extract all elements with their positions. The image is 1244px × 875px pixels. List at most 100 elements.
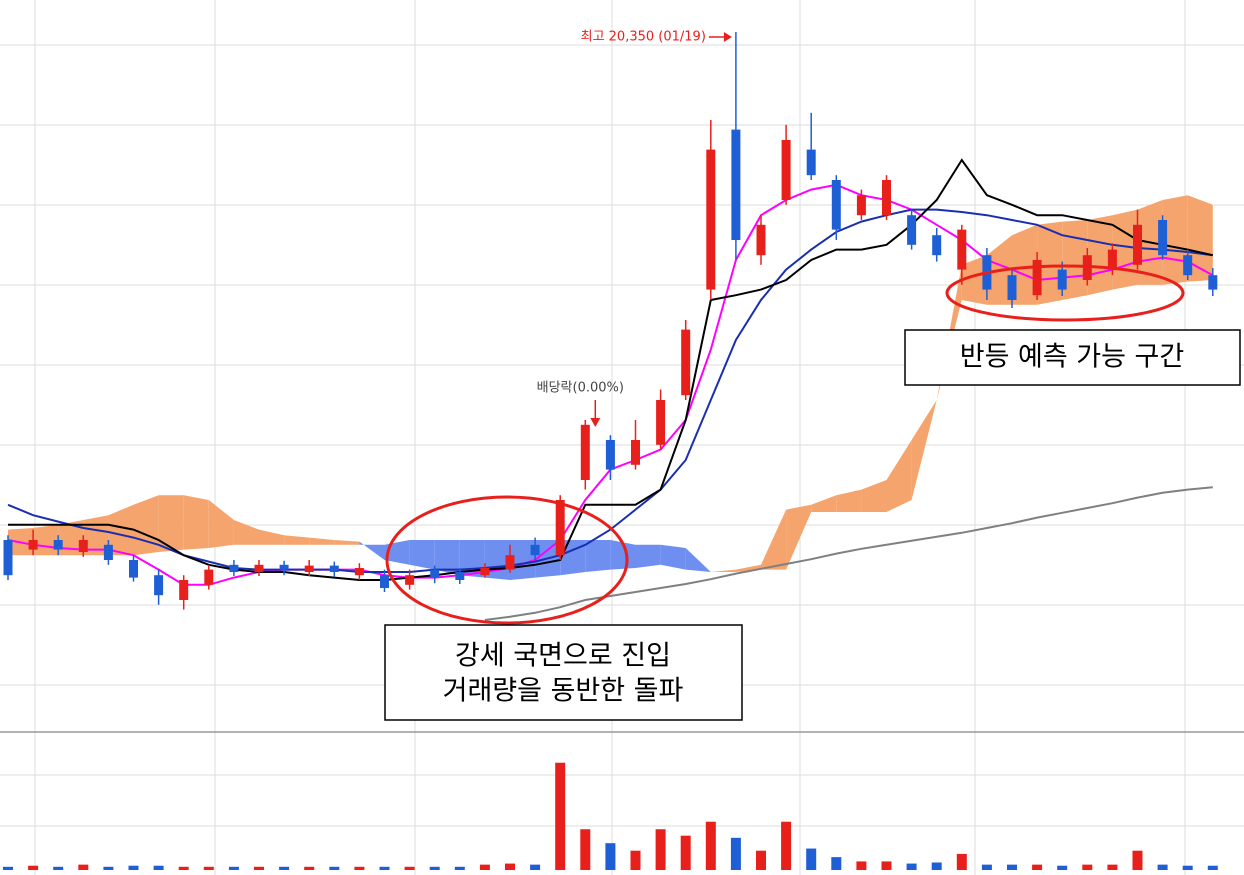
volume-bar (203, 866, 214, 870)
volume-bar (153, 865, 164, 870)
cloud-segment (284, 535, 310, 545)
candle-body (756, 224, 766, 256)
candle-body (530, 544, 540, 556)
callout-text: 강세 국면으로 진입 (455, 641, 671, 672)
volume-bar (655, 829, 666, 870)
volume-bar (354, 866, 365, 870)
volume-bar (881, 861, 892, 870)
candle-body (129, 560, 138, 578)
volume-bar (605, 843, 616, 870)
cloud-segment (560, 540, 586, 576)
candle-body (806, 149, 816, 176)
cloud-segment (233, 520, 259, 545)
cloud-segment (961, 255, 987, 305)
cloud-segment (1087, 215, 1113, 296)
volume-bar (505, 863, 515, 870)
candle-body (856, 195, 866, 216)
cloud-segment (635, 544, 661, 568)
candle-body (3, 540, 13, 576)
cloud-segment (1062, 220, 1088, 300)
cloud-segment (309, 537, 335, 545)
cloud-segment (183, 495, 209, 550)
cloud-segment (911, 400, 937, 500)
highlight-ellipse (385, 495, 629, 625)
candle-body (254, 564, 264, 572)
candle-body (1133, 224, 1142, 265)
cloud-segment (886, 440, 912, 512)
volume-bar (78, 864, 89, 870)
candle-body (329, 565, 339, 572)
candle-body (706, 149, 716, 290)
volume-bar (906, 863, 917, 870)
candle-body (1057, 269, 1067, 290)
ex-dividend-label: 배당락(0.00%) (537, 381, 624, 396)
candle-body (154, 575, 164, 596)
cloud-segment (585, 540, 611, 572)
volume-bar (856, 861, 867, 870)
volume-bar (429, 866, 440, 870)
volume-bar (228, 866, 239, 870)
volume-bar (28, 865, 39, 870)
volume-bar (781, 821, 792, 870)
cloud-segment (1187, 195, 1213, 282)
cloud-segment (359, 541, 385, 560)
cloud-segment (735, 564, 761, 572)
cloud-segment (836, 489, 862, 512)
volume-bar (680, 835, 691, 870)
volume-bar (329, 866, 340, 870)
volume-bar (931, 862, 942, 870)
volume-bar (1157, 864, 1168, 870)
callout-text: 거래량을 동반한 돌파 (443, 676, 684, 707)
candle-body (1158, 220, 1168, 256)
volume-bar (3, 866, 13, 870)
cloud-segment (861, 480, 887, 512)
volume-bar (1207, 865, 1218, 870)
cloud-segment (259, 529, 285, 545)
candle-body (1183, 255, 1193, 276)
candle-body (179, 580, 189, 600)
candle-body (480, 568, 490, 576)
volume-bar (1007, 864, 1017, 870)
cloud-segment (58, 520, 84, 556)
cloud-segment (409, 540, 435, 570)
candle-body (731, 129, 741, 240)
candle-body (354, 568, 364, 576)
callout-box (384, 624, 743, 721)
candle-body (631, 440, 640, 465)
volume-bar (254, 866, 264, 870)
cloud-segment (434, 540, 460, 576)
cloud-segment (334, 540, 360, 545)
high-label: 최고 20,350 (01/19) (581, 30, 706, 45)
cloud-segment (1162, 195, 1188, 285)
candle-body (932, 235, 942, 256)
candle-body (279, 564, 289, 570)
volume-bar (103, 866, 114, 870)
volume-bar (53, 866, 64, 870)
candle-body (78, 540, 88, 552)
volume-bar (1107, 864, 1118, 870)
candle-body (555, 500, 565, 556)
candle-body (957, 229, 967, 270)
candle-body (204, 569, 214, 585)
cloud-segment (133, 495, 159, 556)
candle-body (882, 180, 891, 216)
volume-bar (454, 866, 465, 870)
cloud-segment (685, 548, 711, 572)
callout-box (904, 329, 1241, 386)
volume-bar (756, 850, 766, 870)
candle-body (1208, 275, 1218, 290)
volume-bar (981, 864, 992, 870)
volume-bar (705, 821, 716, 870)
volume-bar (379, 866, 390, 870)
volume-bar (630, 850, 641, 870)
candle-body (605, 440, 615, 470)
candle-body (907, 215, 917, 245)
cloud-segment (786, 504, 812, 570)
candle-body (1007, 275, 1017, 300)
highlight-ellipse (945, 264, 1185, 322)
volume-bar (1057, 865, 1068, 870)
volume-bar (1182, 865, 1193, 870)
volume-bar (530, 864, 541, 870)
